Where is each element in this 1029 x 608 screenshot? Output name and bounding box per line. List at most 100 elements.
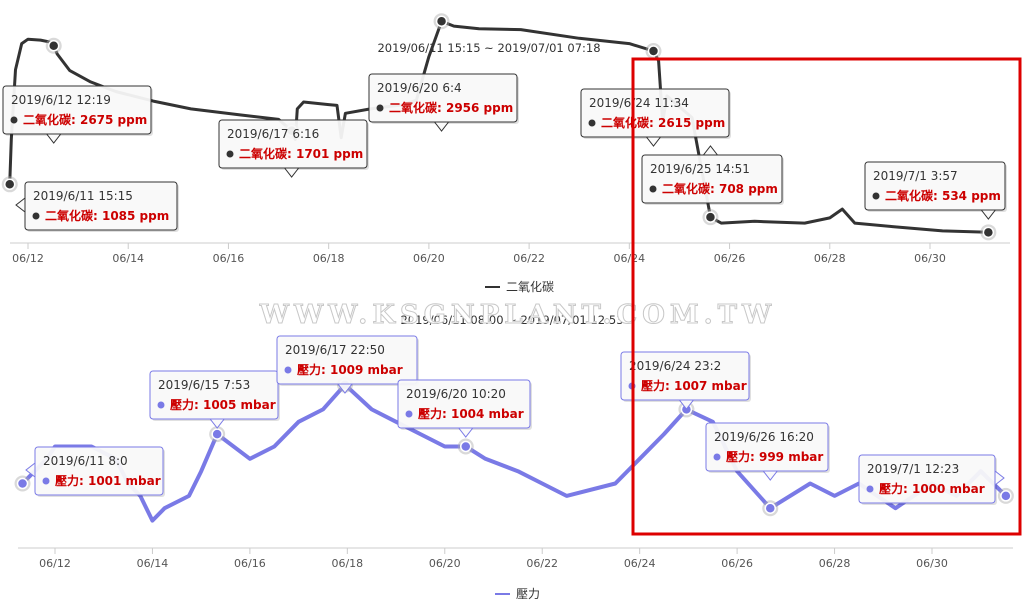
tooltip-date: 2019/6/15 7:53 xyxy=(158,378,250,392)
data-point[interactable] xyxy=(647,45,660,57)
data-point[interactable] xyxy=(16,477,29,490)
chart-panel-1: 2019/06/11 15:15 ~ 2019/07/01 07:18 06/12… xyxy=(1,13,1010,294)
tooltip: 2019/6/11 8:0 壓力: 1001 mbar xyxy=(25,446,165,497)
tooltip-value: 壓力: 1000 mbar xyxy=(879,481,985,496)
tooltip-date: 2019/7/1 3:57 xyxy=(873,169,958,183)
tooltip-value: 壓力: 1007 mbar xyxy=(641,378,747,393)
tooltip-pointer xyxy=(678,399,695,410)
tooltip-series-dot xyxy=(284,366,292,374)
x-tick-label: 06/30 xyxy=(914,252,946,265)
tooltip-series-dot xyxy=(649,185,657,193)
tooltip-pointer xyxy=(15,196,26,214)
tooltip-pointer xyxy=(336,383,353,394)
tooltip-series-dot xyxy=(588,119,596,127)
x-tick-label: 06/18 xyxy=(331,557,363,570)
tooltip-value: 二氧化碳: 2956 ppm xyxy=(389,100,513,115)
tooltip: 2019/6/24 11:34 二氧化碳: 2615 ppm xyxy=(580,88,731,147)
tooltip-date: 2019/6/20 10:20 xyxy=(406,387,506,401)
tooltip-series-dot xyxy=(405,410,413,418)
x-tick-label: 06/20 xyxy=(413,252,445,265)
tooltip-date: 2019/6/24 23:2 xyxy=(629,359,721,373)
tooltip-pointer xyxy=(457,427,474,438)
tooltip-series-dot xyxy=(872,192,880,200)
data-point[interactable] xyxy=(47,40,60,52)
tooltip: 2019/6/25 14:51 二氧化碳: 708 ppm xyxy=(641,145,784,205)
x-tick-label: 06/26 xyxy=(714,252,746,265)
data-point[interactable] xyxy=(764,502,777,514)
tooltip-date: 2019/6/17 22:50 xyxy=(285,343,385,357)
x-tick-label: 06/20 xyxy=(429,557,461,570)
tooltip-pointer xyxy=(702,145,719,156)
tooltip: 2019/6/17 22:50 壓力: 1009 mbar xyxy=(276,335,419,394)
data-point[interactable] xyxy=(1000,490,1012,502)
tooltip-date: 2019/6/11 8:0 xyxy=(43,454,128,468)
x-tick-label: 06/16 xyxy=(213,252,245,265)
tooltip: 2019/6/17 6:16 二氧化碳: 1701 ppm xyxy=(218,119,369,178)
data-point[interactable] xyxy=(704,211,717,223)
data-point[interactable] xyxy=(211,428,223,440)
tooltip: 2019/6/24 23:2 壓力: 1007 mbar xyxy=(620,351,751,410)
tooltip-value: 壓力: 1004 mbar xyxy=(418,406,524,421)
tooltip: 2019/7/1 3:57 二氧化碳: 534 ppm xyxy=(864,161,1007,220)
tooltip-series-dot xyxy=(866,485,874,493)
x-tick-label: 06/22 xyxy=(526,557,558,570)
data-point[interactable] xyxy=(460,440,472,453)
watermark-text: WWW.KSGNPLANT.COM.TW xyxy=(259,300,776,330)
tooltip: 2019/6/20 10:20 壓力: 1004 mbar xyxy=(397,379,532,438)
tooltip-value: 二氧化碳: 534 ppm xyxy=(885,188,1001,203)
x-tick-label: 06/14 xyxy=(112,252,144,265)
x-tick-label: 06/28 xyxy=(819,557,851,570)
highlight-box xyxy=(631,57,1022,536)
tooltip-pointer xyxy=(980,209,997,220)
tooltip-date: 2019/6/26 16:20 xyxy=(714,430,814,444)
legend: 壓力 xyxy=(495,587,540,601)
data-point[interactable] xyxy=(3,178,16,191)
x-tick-label: 06/24 xyxy=(613,252,645,265)
tooltip-value: 壓力: 1005 mbar xyxy=(170,397,276,412)
tooltip-series-dot xyxy=(10,116,18,124)
tooltip-series-dot xyxy=(226,150,234,158)
tooltip: 2019/6/26 16:20 壓力: 999 mbar xyxy=(705,422,830,481)
tooltip-series-dot xyxy=(157,401,165,409)
tooltip-value: 二氧化碳: 1701 ppm xyxy=(239,146,363,161)
data-point[interactable] xyxy=(435,15,448,28)
x-tick-label: 06/18 xyxy=(313,252,345,265)
tooltip-date: 2019/6/12 12:19 xyxy=(11,93,111,107)
x-tick-label: 06/12 xyxy=(39,557,71,570)
tooltip-series-dot xyxy=(376,104,384,112)
tooltip-pointer xyxy=(994,469,1005,487)
tooltip-box xyxy=(864,161,1006,211)
tooltip-pointer xyxy=(283,167,300,178)
x-tick-label: 06/16 xyxy=(234,557,266,570)
tooltip-value: 二氧化碳: 2675 ppm xyxy=(23,112,147,127)
x-tick-label: 06/24 xyxy=(624,557,656,570)
data-point[interactable] xyxy=(982,226,995,239)
chart-title: 2019/06/11 15:15 ~ 2019/07/01 07:18 xyxy=(377,41,600,55)
tooltip-value: 二氧化碳: 708 ppm xyxy=(662,181,778,196)
tooltip-date: 2019/6/17 6:16 xyxy=(227,127,319,141)
tooltip-value: 二氧化碳: 2615 ppm xyxy=(601,115,725,130)
tooltip-series-dot xyxy=(713,453,721,461)
chart-panel-2: 2019/06/11 08:00 ~ 2019/07/01 12:53 06/12… xyxy=(14,313,1014,601)
tooltip: 2019/6/12 12:19 二氧化碳: 2675 ppm xyxy=(2,85,153,144)
tooltip-pointer xyxy=(433,121,450,132)
x-tick-label: 06/12 xyxy=(12,252,44,265)
tooltip-box xyxy=(2,85,152,135)
tooltip-date: 2019/6/11 15:15 xyxy=(33,189,133,203)
tooltip-series-dot xyxy=(32,212,40,220)
tooltip: 2019/7/1 12:23 壓力: 1000 mbar xyxy=(858,454,1005,505)
tooltip-date: 2019/6/25 14:51 xyxy=(650,162,750,176)
tooltip: 2019/6/15 7:53 壓力: 1005 mbar xyxy=(149,370,280,429)
tooltip-pointer xyxy=(209,418,226,429)
tooltip-date: 2019/6/20 6:4 xyxy=(377,81,462,95)
x-tick-label: 06/28 xyxy=(814,252,846,265)
tooltip-date: 2019/7/1 12:23 xyxy=(867,462,959,476)
legend-label: 壓力 xyxy=(516,587,540,601)
tooltip: 2019/6/20 6:4 二氧化碳: 2956 ppm xyxy=(368,73,519,132)
tooltip-value: 壓力: 1001 mbar xyxy=(55,473,161,488)
x-tick-label: 06/30 xyxy=(916,557,948,570)
legend-label: 二氧化碳 xyxy=(506,280,554,294)
tooltip-pointer xyxy=(762,470,779,481)
tooltip-pointer xyxy=(25,461,36,479)
